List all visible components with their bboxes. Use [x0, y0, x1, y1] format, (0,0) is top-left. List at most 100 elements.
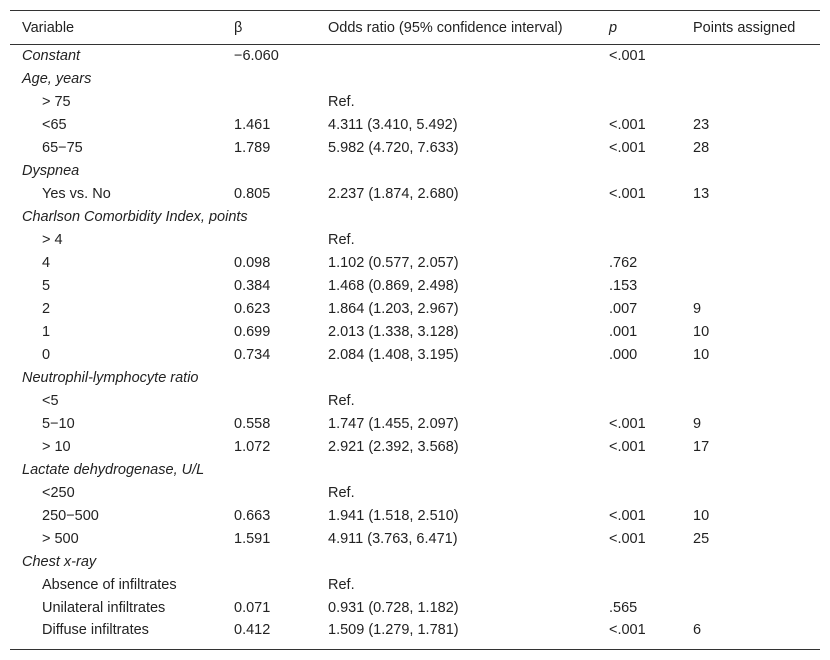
cell-p: .000: [609, 347, 638, 363]
cell-points: [681, 551, 820, 574]
table-row: > 75 Ref.: [10, 91, 820, 114]
cell-beta: 0.412: [234, 621, 271, 638]
table-header: Variable β Odds ratio (95% confidence in…: [10, 10, 820, 45]
row-label: Absence of infiltrates: [42, 577, 177, 593]
cell-points: 23: [693, 117, 710, 133]
cell-points: [681, 229, 820, 252]
cell-p: <.001: [609, 140, 646, 156]
cell-p: .153: [609, 278, 638, 294]
cell-or: [316, 68, 597, 91]
cell-beta: 1.591: [234, 531, 271, 547]
regression-table: Variable β Odds ratio (95% confidence in…: [10, 10, 820, 650]
cell-or: 1.941 (1.518, 2.510): [328, 508, 459, 524]
table-row: Neutrophil-lymphocyte ratio: [10, 367, 820, 390]
cell-or: 0.931 (0.728, 1.182): [328, 600, 459, 616]
cell-p: .007: [609, 301, 638, 317]
cell-beta: 0.071: [234, 600, 271, 616]
cell-beta: 0.663: [234, 508, 271, 524]
cell-or: [316, 459, 597, 482]
cell-points: 25: [693, 531, 710, 547]
table-row: <65 1.461 4.311 (3.410, 5.492) <.001 23: [10, 114, 820, 137]
cell-beta: 1.072: [234, 439, 271, 455]
row-label: 1: [42, 324, 51, 340]
cell-beta: 0.734: [234, 347, 271, 363]
cell-points: 10: [693, 508, 710, 524]
cell-beta: [222, 367, 316, 390]
row-label: Yes vs. No: [42, 186, 111, 202]
row-label: <5: [42, 393, 59, 409]
cell-or: Ref.: [328, 94, 355, 110]
cell-points: [681, 160, 820, 183]
cell-points: [681, 252, 820, 275]
cell-beta: 0.098: [234, 255, 271, 271]
cell-p: [597, 206, 681, 229]
cell-points: [681, 574, 820, 597]
header-cell: Variable: [22, 19, 75, 36]
cell-beta: [222, 574, 316, 597]
cell-p: .001: [609, 324, 638, 340]
cell-points: 17: [693, 439, 710, 455]
table-row: 2 0.623 1.864 (1.203, 2.967) .007 9: [10, 298, 820, 321]
cell-points: [681, 68, 820, 91]
cell-p: [597, 574, 681, 597]
group-label: Age, years: [22, 71, 92, 87]
cell-or: 1.747 (1.455, 2.097): [328, 416, 459, 432]
table-row: 65−75 1.789 5.982 (4.720, 7.633) <.001 28: [10, 137, 820, 160]
table-row: Absence of infiltrates Ref.: [10, 574, 820, 597]
table-row: <5 Ref.: [10, 390, 820, 413]
cell-beta: 0.699: [234, 324, 271, 340]
cell-p: .565: [609, 600, 638, 616]
cell-beta: [222, 68, 316, 91]
row-label: 5: [42, 278, 51, 294]
row-label: Unilateral infiltrates: [42, 600, 166, 616]
cell-or: [316, 45, 597, 68]
row-label: <65: [42, 117, 67, 133]
table-row: Age, years: [10, 68, 820, 91]
header-cell: β: [234, 19, 243, 36]
cell-beta: −6.060: [234, 48, 279, 65]
cell-points: [681, 482, 820, 505]
cell-beta: 0.805: [234, 186, 271, 202]
cell-points: [681, 91, 820, 114]
cell-or: 1.102 (0.577, 2.057): [328, 255, 459, 271]
cell-points: [681, 45, 820, 68]
table-row: Lactate dehydrogenase, U/L: [10, 459, 820, 482]
cell-or: 2.084 (1.408, 3.195): [328, 347, 459, 363]
row-label: Diffuse infiltrates: [42, 621, 149, 638]
cell-p: .762: [609, 255, 638, 271]
row-label: > 75: [42, 94, 71, 110]
group-label: Neutrophil-lymphocyte ratio: [22, 370, 199, 386]
cell-p: [597, 390, 681, 413]
cell-p: [597, 68, 681, 91]
cell-p: [597, 459, 681, 482]
cell-beta: 0.623: [234, 301, 271, 317]
cell-p: <.001: [609, 621, 646, 638]
table-row: > 4 Ref.: [10, 229, 820, 252]
cell-or: 2.237 (1.874, 2.680): [328, 186, 459, 202]
cell-beta: [222, 482, 316, 505]
cell-beta: [222, 229, 316, 252]
cell-beta: [222, 91, 316, 114]
cell-p: [597, 91, 681, 114]
cell-beta: 1.461: [234, 117, 271, 133]
cell-points: 10: [693, 324, 710, 340]
cell-beta: [222, 551, 316, 574]
cell-or: 1.864 (1.203, 2.967): [328, 301, 459, 317]
cell-p: [597, 367, 681, 390]
group-label: Charlson Comorbidity Index, points: [22, 209, 248, 225]
table-row: Dyspnea: [10, 160, 820, 183]
cell-points: 9: [693, 301, 702, 317]
cell-or: 2.013 (1.338, 3.128): [328, 324, 459, 340]
cell-or: 2.921 (2.392, 3.568): [328, 439, 459, 455]
cell-points: 6: [693, 621, 702, 638]
cell-or: [316, 160, 597, 183]
cell-points: 10: [693, 347, 710, 363]
group-label: Constant: [22, 48, 81, 65]
cell-or: [316, 367, 597, 390]
cell-points: 28: [693, 140, 710, 156]
table-row: Constant −6.060 <.001: [10, 45, 820, 68]
cell-p: [597, 229, 681, 252]
row-label: 0: [42, 347, 51, 363]
table-row: Chest x-ray: [10, 551, 820, 574]
